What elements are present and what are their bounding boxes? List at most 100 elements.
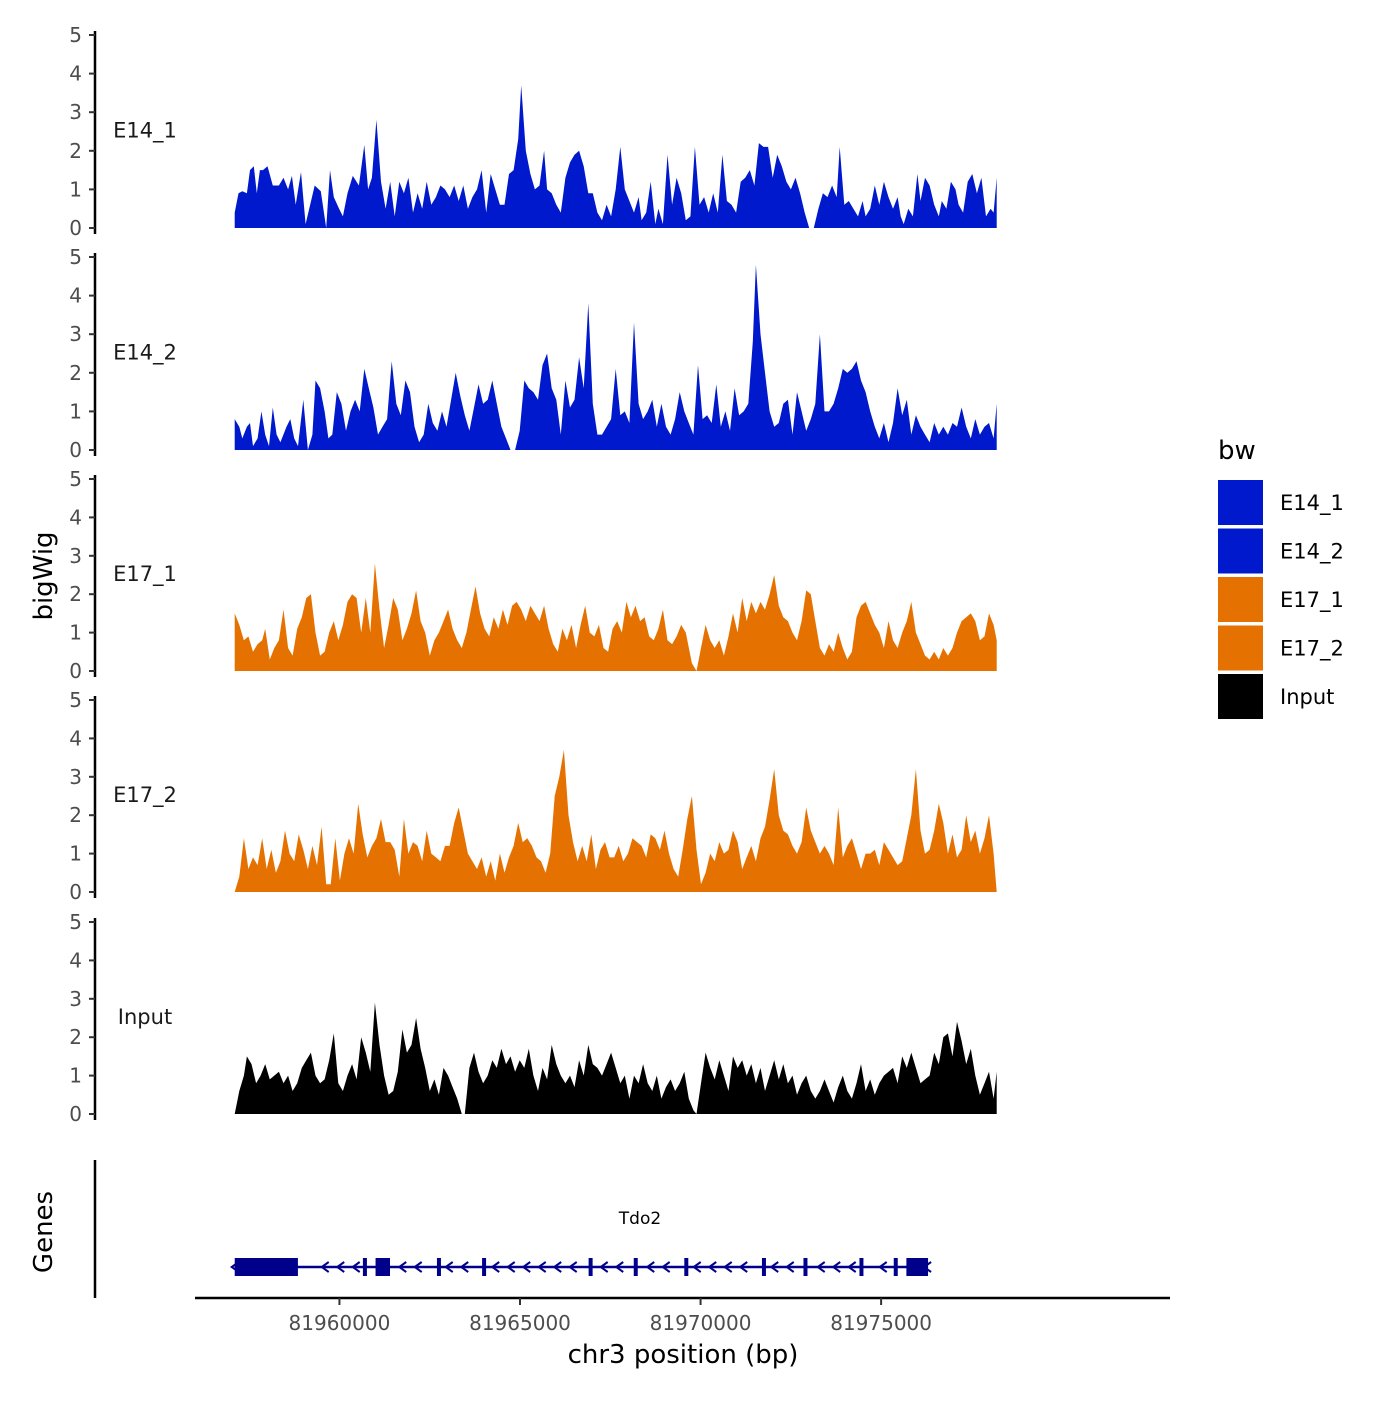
gene-exon: [588, 1258, 593, 1276]
y-tick-label: 0: [69, 216, 82, 240]
y-tick-label: 0: [69, 1102, 82, 1126]
strand-chevron: [816, 1261, 826, 1273]
y-tick-label: 3: [69, 544, 82, 568]
strand-chevron: [459, 1261, 469, 1273]
strand-chevron: [568, 1261, 578, 1273]
legend-swatch: [1218, 577, 1263, 622]
y-tick-label: 5: [69, 245, 82, 269]
y-tick-label: 1: [69, 842, 82, 866]
legend-label: E14_2: [1280, 540, 1344, 565]
y-tick-label: 3: [69, 322, 82, 346]
track-E14_1: 0 1 2 3 4 5 E14_1: [69, 23, 997, 240]
genes-axis-title: Genes: [29, 1191, 59, 1273]
coverage-area: [234, 1002, 997, 1114]
track-E14_2: 0 1 2 3 4 5 E14_2: [69, 245, 997, 462]
strand-chevron: [490, 1261, 500, 1273]
strand-chevron: [335, 1261, 345, 1273]
strand-chevron: [831, 1261, 841, 1273]
y-tick-label: 0: [69, 659, 82, 683]
strand-chevron: [552, 1261, 562, 1273]
y-tick-label: 2: [69, 803, 82, 827]
y-tick-label: 4: [69, 62, 82, 86]
legend-label: E17_1: [1280, 588, 1344, 613]
y-tick-label: 1: [69, 177, 82, 201]
facet-label: E17_2: [113, 783, 177, 808]
y-tick-label: 5: [69, 910, 82, 934]
gene-exon: [906, 1258, 929, 1276]
bigwig-tracks: 0 1 2 3 4 5 E14_1 0 1 2 3 4 5 E14_2 0 1 2 3 4 5 E17_1 0 1 2 3 4 5 E…: [69, 23, 997, 1126]
legend: E14_1 E14_2 E17_1 E17_2 Input: [1218, 480, 1344, 719]
y-tick-label: 3: [69, 100, 82, 124]
legend-swatch: [1218, 625, 1263, 671]
y-tick-label: 1: [69, 399, 82, 423]
strand-chevron: [785, 1261, 795, 1273]
gene-exon: [893, 1258, 898, 1276]
strand-chevron: [537, 1261, 547, 1273]
strand-chevron: [506, 1261, 516, 1273]
legend-label: Input: [1280, 685, 1334, 709]
strand-chevron: [738, 1261, 748, 1273]
x-tick-label: 81960000: [289, 1311, 391, 1335]
y-tick-label: 5: [69, 688, 82, 712]
track-E17_1: 0 1 2 3 4 5 E17_1: [69, 467, 997, 683]
y-tick-label: 4: [69, 726, 82, 750]
x-axis-title: chr3 position (bp): [568, 1340, 799, 1370]
gene-label: Tdo2: [618, 1209, 661, 1229]
strand-chevron: [521, 1261, 531, 1273]
coverage-area: [234, 85, 997, 228]
strand-chevron: [769, 1261, 779, 1273]
gene-exon: [234, 1258, 298, 1276]
y-tick-label: 4: [69, 948, 82, 972]
y-tick-label: 5: [69, 23, 82, 47]
strand-chevron: [351, 1261, 361, 1273]
gene-exon: [684, 1258, 689, 1276]
strand-chevron: [847, 1261, 857, 1273]
y-tick-label: 2: [69, 361, 82, 385]
y-tick-label: 3: [69, 987, 82, 1011]
y-tick-label: 1: [69, 1064, 82, 1088]
legend-swatch: [1218, 674, 1263, 719]
legend-label: E14_1: [1280, 491, 1344, 516]
y-tick-label: 4: [69, 505, 82, 529]
y-tick-label: 2: [69, 139, 82, 163]
gene-exon: [436, 1258, 441, 1276]
strand-chevron: [614, 1261, 624, 1273]
facet-label: E14_2: [113, 340, 177, 365]
strand-chevron: [645, 1261, 655, 1273]
gene-exon: [375, 1258, 390, 1276]
strand-chevron: [444, 1261, 454, 1273]
y-tick-label: 2: [69, 582, 82, 606]
y-tick-label: 0: [69, 880, 82, 904]
x-tick-label: 81970000: [650, 1311, 752, 1335]
x-tick-label: 81975000: [830, 1311, 932, 1335]
legend-label: E17_2: [1280, 637, 1344, 662]
strand-chevron: [922, 1261, 932, 1273]
y-tick-label: 3: [69, 765, 82, 789]
facet-label: Input: [118, 1005, 172, 1029]
gene-exon: [859, 1258, 864, 1276]
facet-label: E14_1: [113, 118, 177, 143]
coverage-area: [234, 749, 997, 892]
gene-exon: [633, 1258, 638, 1276]
track-E17_2: 0 1 2 3 4 5 E17_2: [69, 688, 997, 904]
strand-chevron: [397, 1261, 407, 1273]
strand-chevron: [878, 1261, 888, 1273]
strand-chevron: [707, 1261, 717, 1273]
legend-swatch: [1218, 528, 1263, 574]
facet-label: E17_1: [113, 562, 177, 587]
y-tick-label: 4: [69, 284, 82, 308]
strand-chevron: [413, 1261, 423, 1273]
x-tick-label: 81965000: [469, 1311, 571, 1335]
coverage-area: [234, 264, 997, 450]
gene-exon: [803, 1258, 808, 1276]
strand-chevron: [723, 1261, 733, 1273]
gene-exon: [362, 1258, 367, 1276]
strand-chevron: [320, 1261, 330, 1273]
gene-exon: [482, 1258, 487, 1276]
y-tick-label: 2: [69, 1025, 82, 1049]
strand-chevron: [692, 1261, 702, 1273]
y-tick-label: 1: [69, 621, 82, 645]
x-axis: 81960000 81965000 81970000 81975000: [195, 1296, 1170, 1335]
